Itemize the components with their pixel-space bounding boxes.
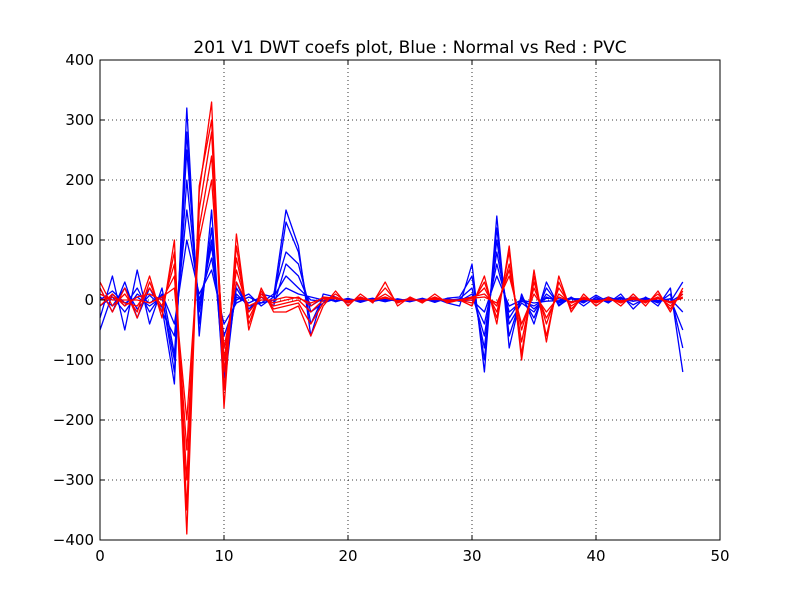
chart-title: 201 V1 DWT coefs plot, Blue : Normal vs … [193, 38, 626, 58]
y-tick-label: −400 [53, 531, 94, 549]
y-tick-label: 400 [65, 51, 94, 69]
x-tick-label: 0 [95, 547, 105, 565]
tick-layer: 0 10 20 30 40 50 400 300 200 100 0 −100 −200 −300 −400 [53, 51, 730, 565]
y-tick-label: 0 [84, 291, 94, 309]
y-tick-label: −100 [53, 351, 94, 369]
y-tick-label: 300 [65, 111, 94, 129]
x-tick-label: 10 [214, 547, 233, 565]
series-layer [99, 101, 684, 535]
y-tick-label: −300 [53, 471, 94, 489]
x-tick-label: 40 [586, 547, 605, 565]
x-tick-label: 30 [462, 547, 481, 565]
x-tick-label: 50 [710, 547, 729, 565]
y-tick-label: 200 [65, 171, 94, 189]
pvc-series-line-10 [99, 179, 683, 421]
y-tick-label: 100 [65, 231, 94, 249]
x-tick-label: 20 [338, 547, 357, 565]
y-tick-label: −200 [53, 411, 94, 429]
